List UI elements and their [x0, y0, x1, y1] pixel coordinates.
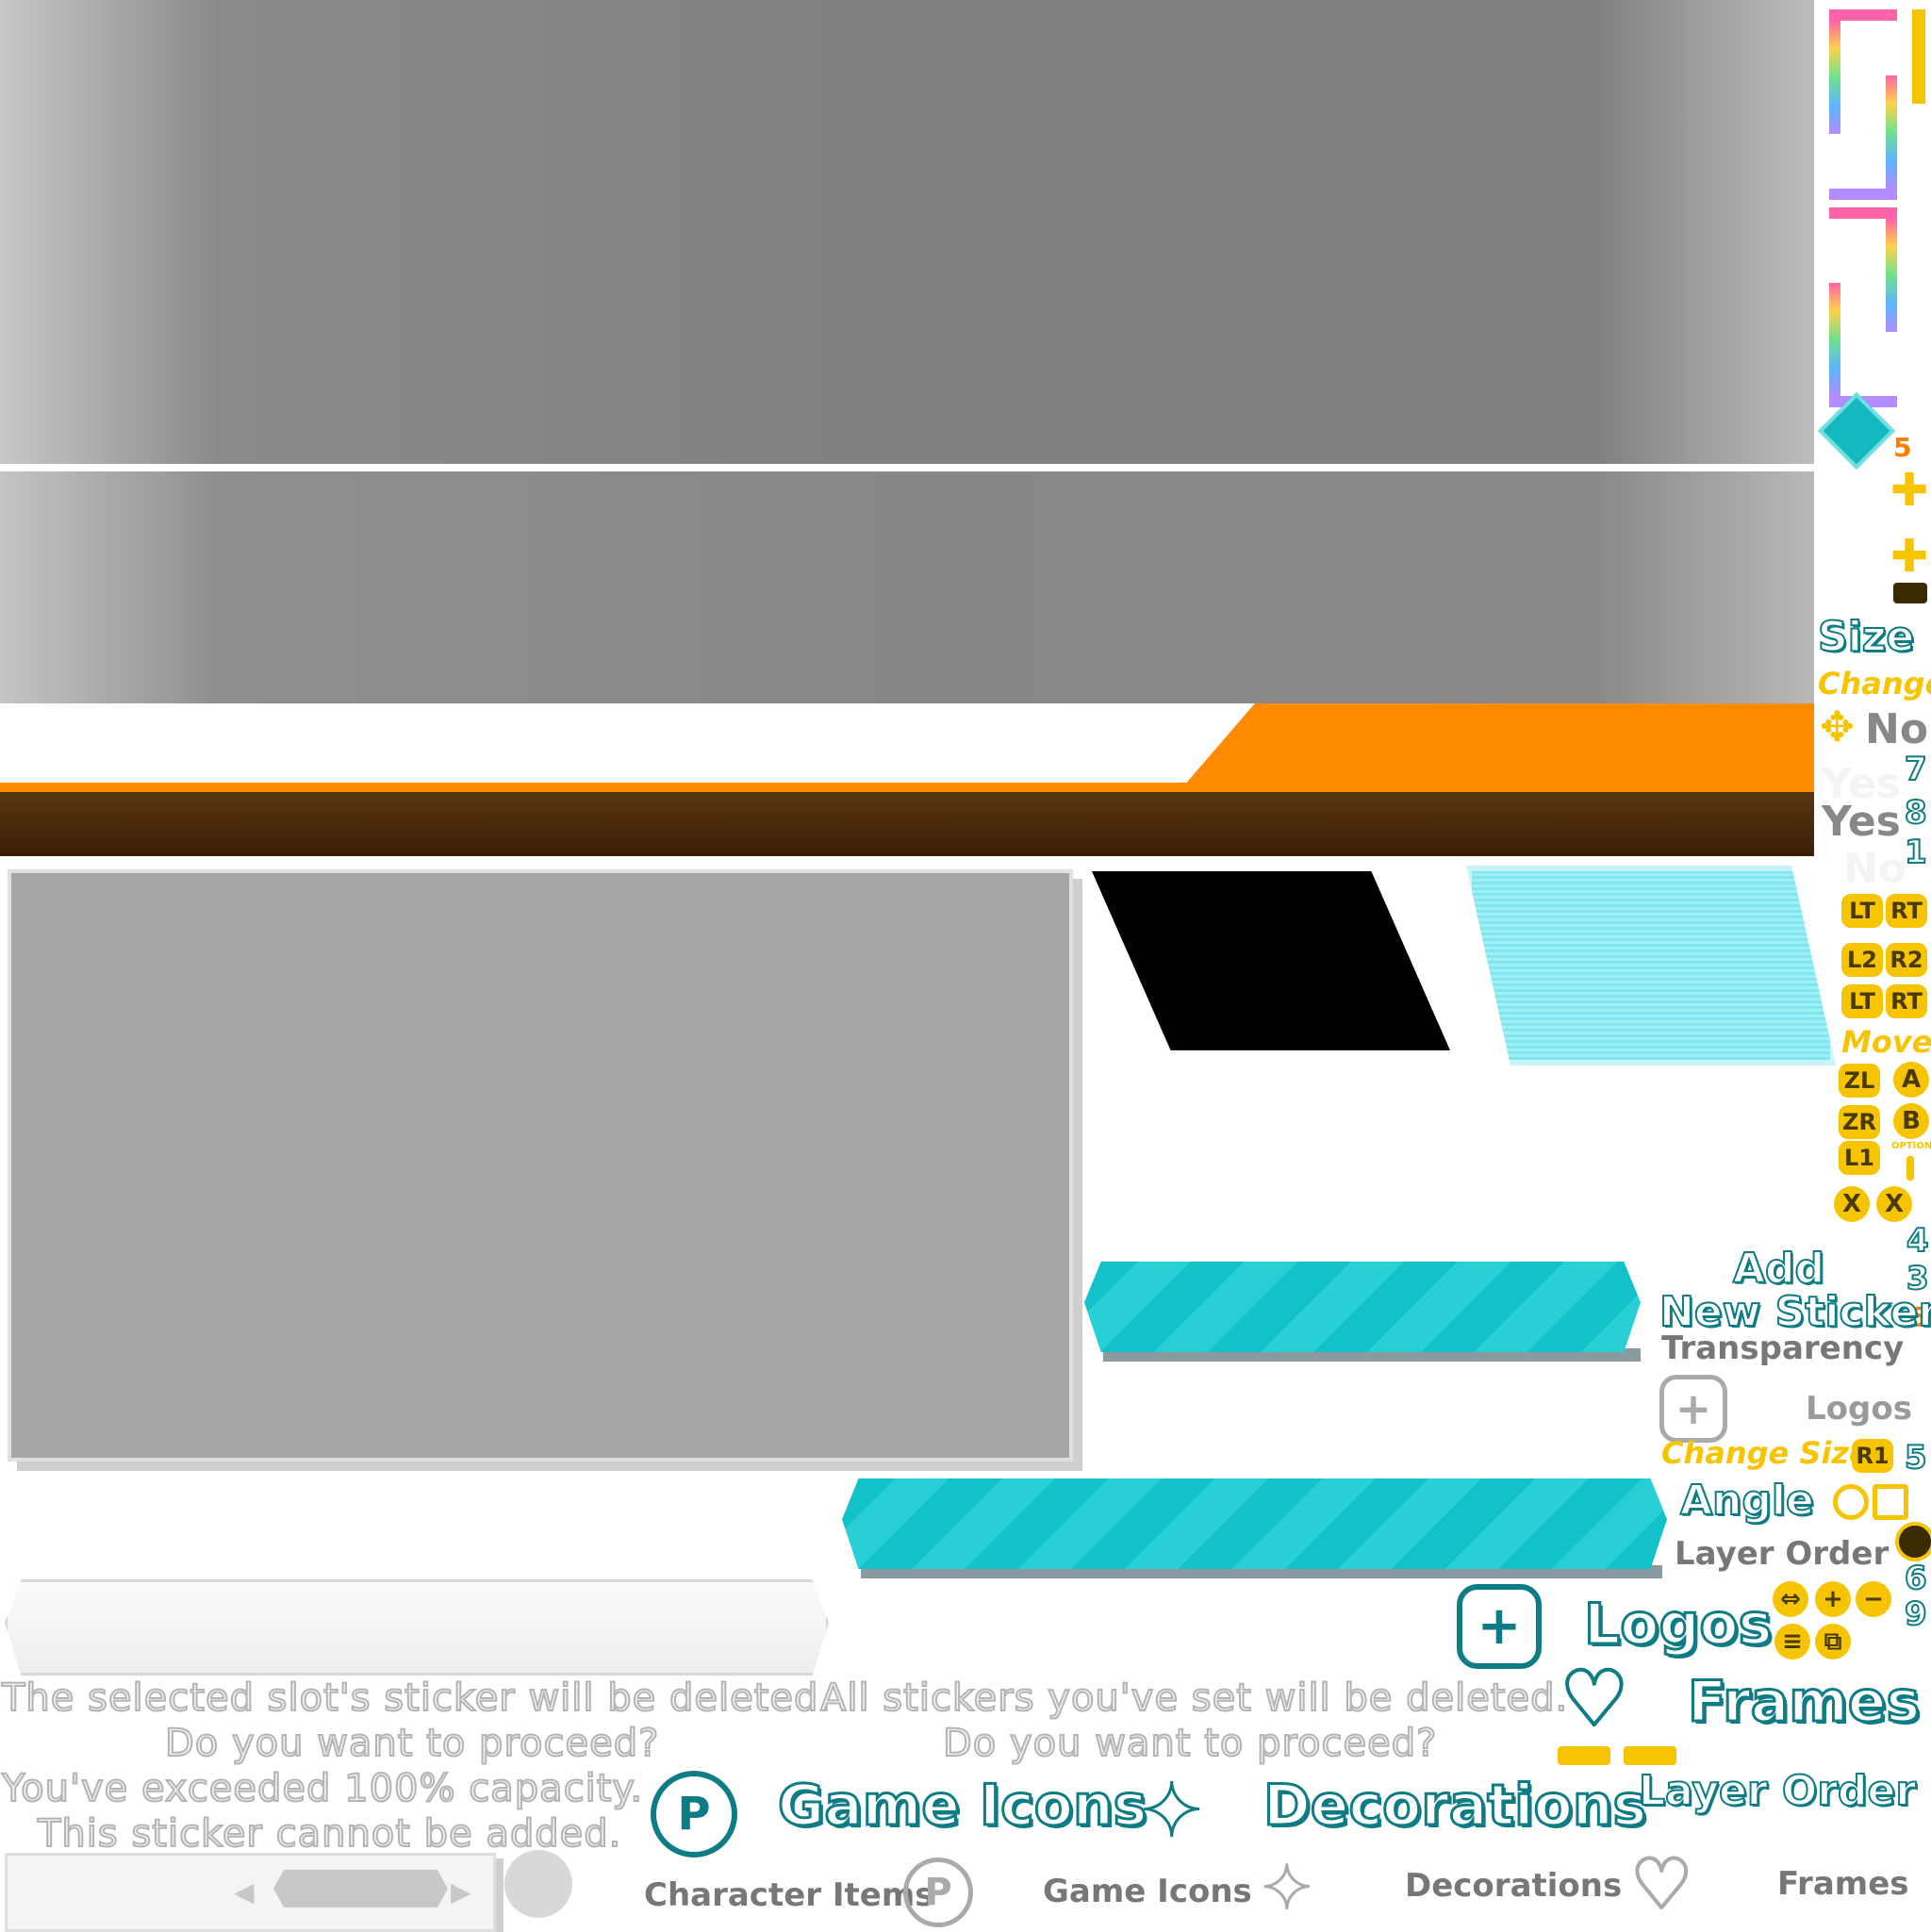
logos-label-inactive[interactable]: Logos: [1806, 1390, 1912, 1428]
orange-wedge: [1179, 703, 1814, 792]
number-label: 5: [1893, 432, 1912, 463]
game-icons-label-inactive[interactable]: Game Icons: [1043, 1873, 1252, 1910]
number-label: 1: [1904, 833, 1928, 872]
middle-gray-panel: [0, 471, 1814, 703]
brown-bar: [0, 792, 1814, 856]
lt-button-icon: LT: [1841, 984, 1883, 1018]
angle-label: Angle: [1679, 1476, 1815, 1526]
sticker-preview-panel: [8, 869, 1073, 1461]
change-label: Change: [1818, 666, 1931, 702]
circle-button-icon: [1833, 1484, 1869, 1520]
arrow-left-icon[interactable]: ◀: [234, 1876, 255, 1907]
a-button-icon: A: [1893, 1062, 1929, 1098]
layer-order-title: Layer Order: [1638, 1766, 1917, 1816]
r2-button-icon: R2: [1886, 943, 1927, 977]
l2-button-icon: L2: [1841, 943, 1883, 977]
filled-circle-icon: [1895, 1522, 1931, 1561]
cyan-selection-bar-short[interactable]: [1084, 1262, 1641, 1352]
delete-slot-text: The selected slot's sticker will be dele…: [1, 1676, 833, 1721]
zl-button-icon: ZL: [1839, 1064, 1880, 1098]
number-label: 6: [1904, 1559, 1928, 1598]
rt-button-icon: RT: [1886, 894, 1927, 928]
proceed-text: Do you want to proceed?: [164, 1721, 660, 1766]
new-sticker-label: New Sticker: [1659, 1287, 1931, 1337]
move-label: Move: [1841, 1024, 1931, 1060]
heart-icon-inactive[interactable]: ♥: [1629, 1844, 1694, 1924]
button-shape-icon: [1893, 583, 1927, 603]
number-label: 5: [1904, 1438, 1928, 1478]
decorations-label[interactable]: Decorations: [1262, 1772, 1647, 1841]
panel-separator: [0, 464, 1814, 470]
cyan-selection-bar-long[interactable]: [842, 1478, 1667, 1569]
dpad-horizontal-icon: ⇔: [1773, 1581, 1808, 1617]
white-slot-bar[interactable]: [5, 1579, 829, 1676]
menu-button-icon: ≡: [1774, 1624, 1810, 1660]
game-icons-label[interactable]: Game Icons: [776, 1772, 1147, 1841]
no-label-ghost[interactable]: No: [1843, 845, 1907, 893]
frames-label-inactive[interactable]: Frames: [1777, 1865, 1909, 1903]
plus-button-icon: +: [1815, 1581, 1851, 1617]
logos-icon[interactable]: +: [1457, 1584, 1542, 1669]
character-items-icon[interactable]: P: [651, 1771, 737, 1858]
minus-button-icon: −: [1856, 1581, 1891, 1617]
dpad-icon: ✚: [1890, 530, 1929, 583]
logos-icon-inactive[interactable]: +: [1659, 1375, 1727, 1443]
rt-button-icon: RT: [1886, 984, 1927, 1018]
cyan-parallelogram: [1466, 866, 1836, 1065]
square-button-icon: [1873, 1484, 1908, 1520]
heart-icon[interactable]: ♥: [1559, 1655, 1630, 1742]
character-items-label[interactable]: Character Items: [644, 1876, 934, 1914]
arrow-right-icon[interactable]: ▶: [451, 1876, 471, 1907]
delete-all-text: All stickers you've set will be deleted.: [819, 1676, 1569, 1721]
layer-order-label: Layer Order: [1675, 1535, 1890, 1573]
number-label: 8: [1904, 793, 1928, 833]
character-silhouette-icon: [504, 1850, 572, 1918]
size-label: Size: [1817, 612, 1915, 662]
change-size-label: Change Size: [1661, 1435, 1870, 1471]
dpad-icon: ✚: [1890, 464, 1929, 517]
add-label: Add: [1732, 1244, 1825, 1294]
l1-button-icon: L1: [1839, 1141, 1880, 1175]
proceed-text: Do you want to proceed?: [942, 1721, 1438, 1766]
copy-button-icon: ⧉: [1815, 1624, 1851, 1660]
black-parallelogram: [1092, 871, 1450, 1050]
logos-label[interactable]: Logos: [1582, 1591, 1773, 1660]
arrow-left-tab[interactable]: [1624, 1746, 1676, 1765]
top-gray-panel: [0, 0, 1814, 464]
number-label: 4: [1906, 1221, 1930, 1261]
options-button-icon: [1906, 1156, 1914, 1181]
b-button-icon: B: [1893, 1103, 1929, 1139]
zr-button-icon: ZR: [1839, 1105, 1880, 1139]
decorations-label-inactive[interactable]: Decorations: [1405, 1867, 1623, 1905]
options-label: OPTIONS: [1891, 1141, 1931, 1151]
no-label[interactable]: No: [1865, 705, 1929, 753]
cannot-add-text: This sticker cannot be added.: [37, 1811, 622, 1857]
frames-label[interactable]: Frames: [1686, 1668, 1921, 1737]
number-label: 6: [1908, 1301, 1927, 1332]
orange-stripe: [0, 783, 1814, 792]
rainbow-corner-icon: [1829, 75, 1897, 200]
x-button-icon: X: [1834, 1186, 1870, 1222]
lt-button-icon: LT: [1841, 894, 1883, 928]
number-label: 9: [1904, 1594, 1928, 1634]
yellow-marker: [1912, 9, 1925, 104]
rainbow-corner-icon: [1829, 283, 1897, 407]
cross-button-icon: X: [1876, 1186, 1912, 1222]
r1-button-icon: R1: [1852, 1439, 1893, 1473]
number-label: 3: [1906, 1259, 1930, 1298]
yes-label[interactable]: Yes: [1822, 798, 1901, 846]
number-label: 7: [1904, 750, 1928, 789]
sparkle-icon-inactive[interactable]: ✦: [1261, 1853, 1314, 1925]
transparency-label: Transparency: [1661, 1329, 1905, 1367]
slider-track[interactable]: [273, 1870, 448, 1907]
yes-label-ghost[interactable]: Yes: [1822, 760, 1901, 808]
capacity-text: You've exceeded 100% capacity.: [1, 1766, 644, 1811]
character-items-icon-inactive[interactable]: P: [903, 1858, 973, 1927]
dpad-icon: ✥: [1820, 703, 1855, 751]
sparkle-icon[interactable]: ✦: [1139, 1768, 1203, 1856]
arrow-right-tab[interactable]: [1558, 1746, 1610, 1765]
